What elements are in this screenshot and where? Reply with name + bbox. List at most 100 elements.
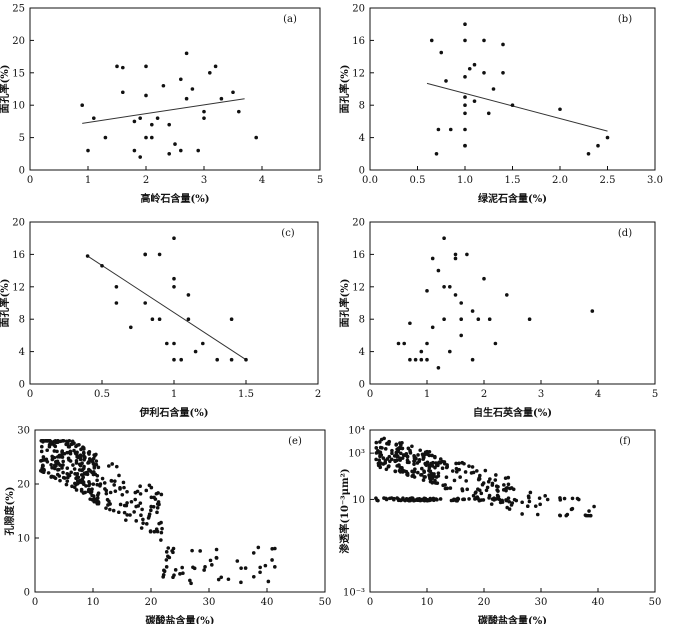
y-tick-label: 12 [352, 68, 365, 79]
data-point [133, 497, 138, 502]
data-point [184, 51, 189, 56]
data-point [410, 444, 414, 449]
data-point [95, 473, 100, 478]
data-point [167, 152, 171, 156]
data-point [72, 467, 77, 471]
data-point [79, 487, 84, 492]
data-point [165, 341, 169, 346]
data-point [500, 498, 504, 503]
data-point [172, 285, 176, 289]
data-point [202, 109, 206, 114]
panel-tag: (e) [288, 436, 302, 447]
data-point [381, 456, 386, 460]
data-point [140, 507, 144, 512]
data-point [436, 366, 441, 370]
data-point [104, 506, 108, 510]
x-tick-label: 1.0 [457, 175, 473, 186]
data-point [170, 549, 174, 553]
data-point [106, 464, 111, 468]
data-point [462, 461, 466, 466]
x-tick-label: 0 [32, 597, 38, 608]
data-point [416, 470, 420, 475]
data-point [201, 341, 205, 346]
plot-frame [29, 7, 321, 171]
data-point [159, 538, 163, 542]
data-point [470, 357, 475, 362]
data-point [86, 148, 90, 153]
y-tick-label: 12 [12, 282, 25, 293]
y-tick-label: 30 [17, 426, 30, 437]
data-point [87, 457, 92, 461]
x-axis-title: 碳酸盐含量(%) [146, 614, 215, 624]
data-point [458, 475, 462, 479]
data-point [443, 483, 447, 487]
data-point [60, 455, 65, 459]
data-point [61, 459, 65, 464]
data-point [74, 476, 78, 481]
data-point [74, 488, 79, 492]
data-point [472, 62, 477, 67]
data-point [184, 96, 189, 101]
data-point [138, 116, 142, 120]
data-point [65, 450, 69, 455]
data-point [501, 71, 505, 75]
data-point [202, 116, 206, 120]
data-point [129, 499, 134, 504]
data-point [208, 558, 213, 563]
data-point [122, 510, 127, 515]
data-point [419, 473, 424, 477]
data-point [436, 471, 441, 475]
x-tick-label: 30 [203, 597, 216, 608]
y-axis-title: 面孔率(%) [338, 65, 351, 114]
data-point [473, 491, 478, 495]
data-point [161, 83, 166, 88]
x-tick-label: 2.5 [600, 175, 616, 186]
data-point [442, 317, 446, 322]
x-tick-label: 50 [649, 597, 662, 608]
data-point [465, 252, 469, 257]
data-point [492, 497, 496, 502]
y-tick-label: 10 [12, 101, 25, 112]
data-point [489, 502, 494, 506]
data-point [181, 571, 185, 576]
panel-a: 0 1 2 3 4 5 0 5 10 15 20 25 高岭石含量(%) 面孔率(%) (a) [0, 4, 323, 206]
panel-tag: (d) [618, 228, 632, 239]
data-point [394, 451, 399, 455]
data-point [390, 451, 394, 456]
data-point [459, 301, 464, 305]
data-point [118, 502, 123, 507]
data-point [107, 499, 111, 504]
data-point [188, 578, 192, 583]
data-point [109, 478, 114, 483]
data-point [94, 459, 99, 463]
data-point [157, 252, 162, 257]
y-tick-label: 0 [19, 380, 25, 391]
x-tick-label: 30 [535, 597, 548, 608]
y-tick-label: 0 [359, 380, 365, 391]
data-point [79, 468, 84, 473]
data-point [407, 460, 411, 465]
data-point [564, 513, 569, 518]
data-point [463, 127, 467, 132]
data-point [506, 482, 511, 487]
data-point [150, 122, 154, 127]
x-axis-title: 碳酸盐含量(%) [478, 614, 547, 624]
data-point [216, 577, 221, 582]
data-point [68, 459, 73, 463]
data-point [586, 152, 591, 156]
data-point [149, 508, 153, 513]
data-point [239, 580, 243, 585]
data-point [159, 492, 164, 497]
data-point [164, 558, 169, 562]
data-point [377, 458, 382, 462]
data-point [98, 484, 102, 488]
data-point [235, 559, 240, 563]
data-point [448, 127, 453, 132]
data-point [155, 502, 160, 506]
x-tick-label: 3.0 [647, 175, 663, 186]
data-point [95, 478, 99, 483]
data-point [270, 547, 275, 551]
data-point [122, 485, 126, 490]
data-point [449, 498, 454, 503]
data-point [172, 236, 176, 240]
